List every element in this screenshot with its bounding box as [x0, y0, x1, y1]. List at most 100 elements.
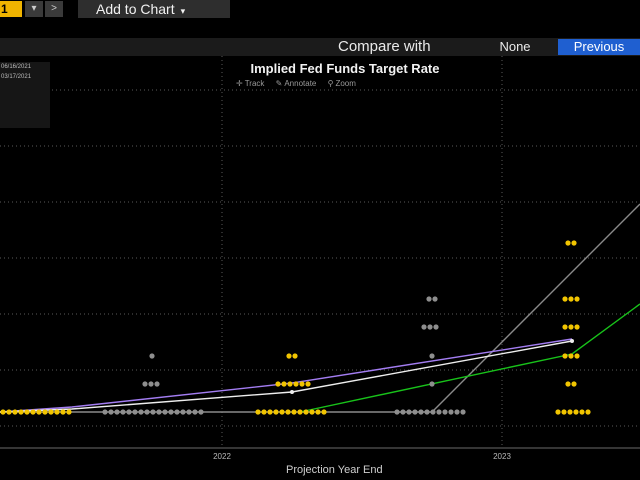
chevron-down-icon: ▾: [180, 6, 186, 16]
date-legend: 06/16/2021 03/17/2021: [0, 62, 50, 128]
add-to-chart-label: Add to Chart: [96, 1, 175, 17]
dot-previous: [412, 409, 418, 415]
dot-current: [60, 409, 66, 415]
dot-previous: [198, 409, 204, 415]
dot-previous: [168, 409, 174, 415]
track-label: Track: [244, 79, 265, 88]
dot-previous: [149, 353, 155, 359]
dot-current: [286, 353, 292, 359]
current-median-line: [0, 340, 573, 413]
dropdown-button[interactable]: ▾: [25, 1, 43, 17]
dot-previous: [429, 353, 435, 359]
dot-current: [573, 409, 579, 415]
dot-previous: [174, 409, 180, 415]
dot-previous: [433, 324, 439, 330]
dot-current: [24, 409, 30, 415]
dot-current: [561, 409, 567, 415]
dot-previous: [180, 409, 186, 415]
dot-plot-chart: 2022 2023: [0, 56, 640, 461]
dot-previous: [418, 409, 424, 415]
dot-previous: [432, 296, 438, 302]
dot-current: [571, 240, 577, 246]
dot-previous: [406, 409, 412, 415]
zoom-label: Zoom: [335, 79, 356, 88]
dot-current: [305, 381, 311, 387]
chevron-down-icon: ▾: [31, 3, 37, 14]
dot-previous: [426, 296, 432, 302]
dot-current: [0, 409, 6, 415]
dot-current: [273, 409, 279, 415]
dot-previous: [454, 409, 460, 415]
magnifier-icon: ⚲: [327, 79, 334, 88]
chevron-right-icon: >: [51, 3, 57, 14]
dot-previous: [144, 409, 150, 415]
number-field[interactable]: 1: [0, 1, 22, 17]
dot-current: [54, 409, 60, 415]
compare-option-previous[interactable]: Previous: [558, 39, 640, 55]
dot-current: [297, 409, 303, 415]
dot-previous: [427, 324, 433, 330]
dot-current: [48, 409, 54, 415]
previous-median-line: [0, 338, 573, 413]
dot-previous: [150, 409, 156, 415]
dot-previous: [114, 409, 120, 415]
x-axis-label: Projection Year End: [286, 464, 383, 476]
dot-previous: [430, 409, 436, 415]
dot-current: [303, 409, 309, 415]
dot-current: [567, 409, 573, 415]
dot-current: [315, 409, 321, 415]
compare-bar: Compare with None Previous: [0, 38, 640, 56]
previous-median-extension-line: [0, 203, 640, 413]
dot-current: [565, 240, 571, 246]
dot-current: [281, 381, 287, 387]
legend-date-current: 06/16/2021: [1, 64, 32, 70]
add-to-chart-button[interactable]: Add to Chart ▾: [78, 0, 230, 18]
track-tool[interactable]: ✛ Track: [236, 79, 264, 88]
chart-title: Implied Fed Funds Target Rate: [250, 61, 440, 76]
dot-current: [36, 409, 42, 415]
median-marker: [290, 390, 294, 394]
dot-previous: [102, 409, 108, 415]
dot-current: [585, 409, 591, 415]
dot-current: [562, 353, 568, 359]
dot-current: [568, 353, 574, 359]
dot-current: [568, 324, 574, 330]
x-tick-label: 2023: [493, 452, 511, 461]
dot-current: [571, 381, 577, 387]
dot-previous: [132, 409, 138, 415]
compare-option-none[interactable]: None: [499, 39, 531, 54]
dot-previous: [138, 409, 144, 415]
dot-previous: [429, 381, 435, 387]
dot-previous: [154, 381, 160, 387]
top-toolbar: 1 ▾ > Add to Chart ▾: [0, 0, 640, 18]
dot-previous: [142, 381, 148, 387]
crosshair-icon: ✛: [236, 79, 243, 88]
chart-tools: ✛ Track ✎ Annotate ⚲ Zoom: [236, 79, 365, 88]
dot-current: [555, 409, 561, 415]
annotate-tool[interactable]: ✎ Annotate: [276, 79, 317, 88]
compare-label: Compare with: [338, 38, 431, 55]
zoom-tool[interactable]: ⚲ Zoom: [328, 79, 356, 88]
next-button[interactable]: >: [45, 1, 63, 17]
dot-current: [299, 381, 305, 387]
dot-current: [30, 409, 36, 415]
dot-previous: [162, 409, 168, 415]
chart-dots: [0, 240, 591, 415]
chart-grid: [0, 56, 640, 449]
dot-previous: [442, 409, 448, 415]
pencil-icon: ✎: [275, 79, 283, 88]
dot-previous: [400, 409, 406, 415]
dot-current: [291, 409, 297, 415]
chart-lines: [0, 203, 640, 413]
legend-date-previous: 03/17/2021: [1, 74, 32, 80]
dot-previous: [436, 409, 442, 415]
chart-ticks: 2022 2023: [213, 452, 511, 461]
dot-current: [568, 296, 574, 302]
annotate-label: Annotate: [284, 79, 317, 88]
dot-current: [292, 353, 298, 359]
dot-previous: [424, 409, 430, 415]
dot-current: [42, 409, 48, 415]
dot-current: [267, 409, 273, 415]
current-median-extension-line: [299, 303, 640, 413]
dot-current: [285, 409, 291, 415]
